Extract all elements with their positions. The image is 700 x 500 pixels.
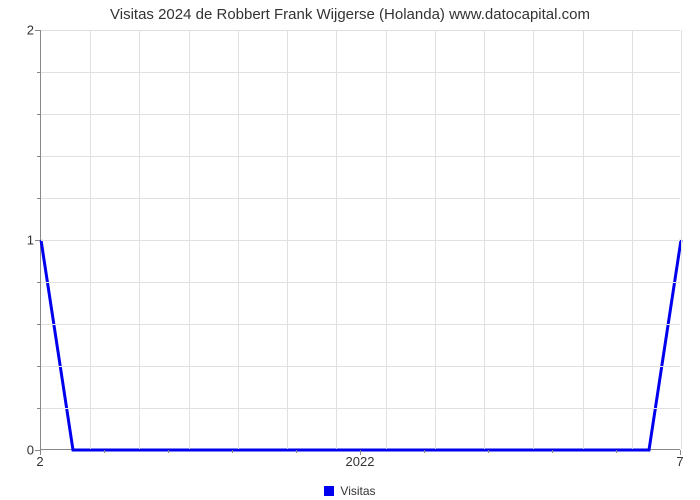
ytick-mark [35, 30, 40, 31]
ytick-label: 1 [18, 233, 34, 248]
chart-title: Visitas 2024 de Robbert Frank Wijgerse (… [0, 6, 700, 23]
gridline-v [484, 30, 485, 449]
xtick-minor [616, 450, 617, 453]
gridline-h [41, 240, 680, 241]
xtick-label: 2 [36, 454, 43, 469]
gridline-v [287, 30, 288, 449]
gridline-v [189, 30, 190, 449]
gridline-v [139, 30, 140, 449]
xtick-label: 2022 [346, 454, 375, 469]
xtick-label: 7 [676, 454, 683, 469]
gridline-h [41, 72, 680, 73]
gridline-v [681, 30, 682, 449]
gridline-v [386, 30, 387, 449]
ytick-minor [37, 366, 40, 367]
ytick-label: 0 [18, 443, 34, 458]
gridline-v [435, 30, 436, 449]
ytick-minor [37, 282, 40, 283]
gridline-h [41, 282, 680, 283]
ytick-minor [37, 114, 40, 115]
xtick-minor [168, 450, 169, 453]
xtick-mark [360, 450, 361, 455]
xtick-minor [296, 450, 297, 453]
gridline-h [41, 156, 680, 157]
xtick-mark [40, 450, 41, 455]
gridline-v [238, 30, 239, 449]
gridline-v [583, 30, 584, 449]
xtick-minor [488, 450, 489, 453]
gridline-v [632, 30, 633, 449]
ytick-minor [37, 156, 40, 157]
xtick-minor [552, 450, 553, 453]
xtick-minor [232, 450, 233, 453]
plot-area [40, 30, 680, 450]
ytick-minor [37, 408, 40, 409]
gridline-h [41, 198, 680, 199]
xtick-mark [680, 450, 681, 455]
chart-container: Visitas 2024 de Robbert Frank Wijgerse (… [0, 0, 700, 500]
legend-swatch [324, 486, 334, 496]
ytick-minor [37, 324, 40, 325]
gridline-h [41, 114, 680, 115]
legend: Visitas [0, 484, 700, 498]
gridline-h [41, 366, 680, 367]
gridline-v [90, 30, 91, 449]
xtick-minor [424, 450, 425, 453]
ytick-label: 2 [18, 23, 34, 38]
xtick-minor [104, 450, 105, 453]
gridline-v [533, 30, 534, 449]
legend-label: Visitas [340, 484, 375, 498]
gridline-h [41, 408, 680, 409]
gridline-h [41, 30, 680, 31]
gridline-v [336, 30, 337, 449]
ytick-mark [35, 240, 40, 241]
gridline-h [41, 324, 680, 325]
ytick-minor [37, 72, 40, 73]
ytick-minor [37, 198, 40, 199]
